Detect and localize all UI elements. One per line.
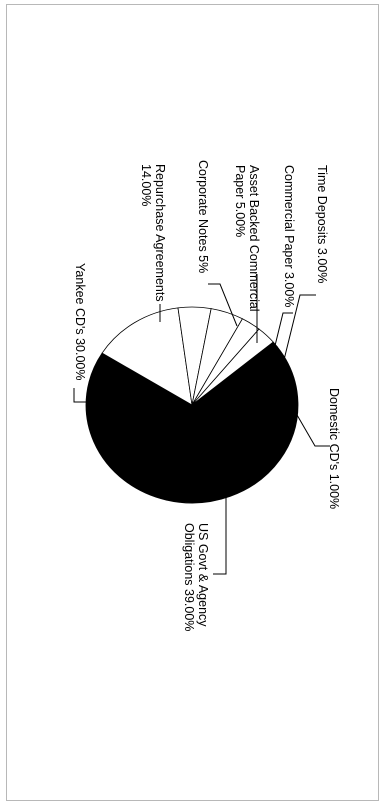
label-line: Corporate Notes 5% — [196, 160, 210, 273]
label-time-deposits: Time Deposits 3.00% — [315, 165, 329, 283]
label-line: Commercial Paper 3.00% — [282, 165, 296, 307]
label-repurchase-agreements: Repurchase Agreements14.00% — [139, 164, 167, 302]
slice-us-govt-agency-obligations — [165, 346, 299, 504]
label-corporate-notes: Corporate Notes 5% — [196, 160, 210, 273]
leader-corporate-notes — [208, 283, 238, 327]
label-line: Paper 5.00% — [233, 165, 247, 237]
label-asset-backed-commercial-paper: Asset Backed CommercialPaper 5.00% — [233, 165, 261, 312]
label-line: US Govt & Agency — [196, 523, 210, 627]
label-line: Time Deposits 3.00% — [315, 165, 329, 283]
pie-slices — [85, 306, 299, 504]
leader-us-govt-agency-obligations — [213, 467, 240, 575]
chart-frame — [6, 4, 379, 801]
slice-time-deposits — [191, 328, 274, 406]
leader-yankee-cd-s — [73, 388, 88, 403]
label-line: Domestic CD's 1.00% — [327, 388, 341, 509]
leader-time-deposits — [280, 294, 316, 373]
leader-domestic-cd-s — [292, 407, 330, 447]
label-yankee-cd-s: Yankee CD's 30.00% — [73, 263, 87, 381]
leader-commercial-paper — [271, 312, 293, 359]
label-line: Yankee CD's 30.00% — [73, 263, 87, 381]
label-commercial-paper: Commercial Paper 3.00% — [282, 165, 296, 307]
label-domestic-cd-s: Domestic CD's 1.00% — [327, 388, 341, 509]
slice-labels: Domestic CD's 1.00% US Govt & AgencyOblig… — [73, 160, 341, 631]
label-line: Obligations 39.00% — [182, 523, 196, 631]
label-us-govt-agency-obligations: US Govt & AgencyObligations 39.00% — [182, 523, 210, 631]
slice-repurchase-agreements — [101, 307, 193, 406]
label-line: 14.00% — [139, 164, 153, 206]
label-line: Asset Backed Commercial — [247, 165, 261, 312]
leader-lines — [73, 274, 330, 575]
label-line: Repurchase Agreements — [153, 164, 167, 302]
